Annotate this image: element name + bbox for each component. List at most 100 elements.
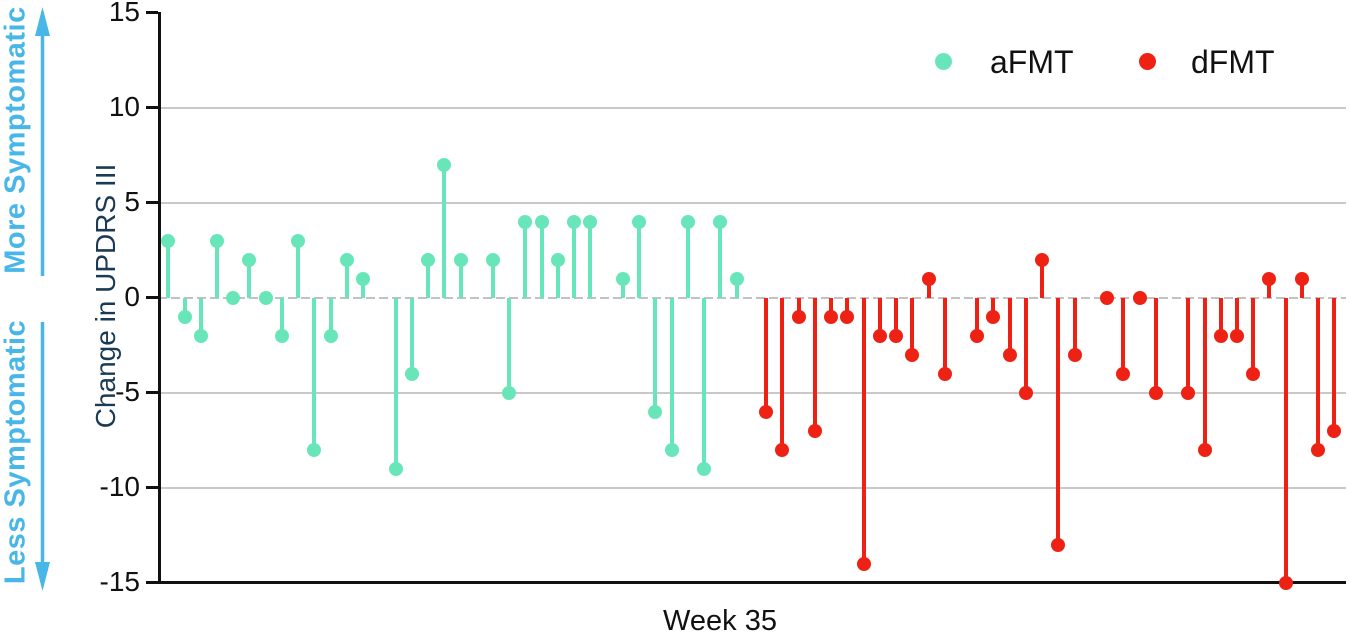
data-point-dFMT xyxy=(759,404,774,419)
stem-aFMT xyxy=(458,259,463,298)
stem-aFMT xyxy=(588,221,593,298)
data-point-aFMT xyxy=(453,252,468,267)
data-point-aFMT xyxy=(534,214,549,229)
data-point-aFMT xyxy=(226,290,241,305)
data-point-aFMT xyxy=(697,461,712,476)
stem-aFMT xyxy=(344,259,349,298)
data-point-dFMT xyxy=(1294,271,1309,286)
stem-aFMT xyxy=(198,297,203,336)
stem-aFMT xyxy=(491,259,495,298)
data-point-aFMT xyxy=(632,214,647,229)
dfmt-legend-marker-icon xyxy=(1139,53,1156,70)
data-point-dFMT xyxy=(1002,347,1017,362)
stem-dFMT xyxy=(829,297,834,317)
stem-aFMT xyxy=(572,221,577,298)
stem-dFMT xyxy=(845,297,850,317)
stem-dFMT xyxy=(1121,297,1126,374)
data-point-dFMT xyxy=(1100,290,1115,305)
stem-aFMT xyxy=(328,297,333,336)
stem-aFMT xyxy=(296,240,301,298)
stem-aFMT xyxy=(409,297,414,374)
data-point-dFMT xyxy=(1018,385,1033,400)
stem-dFMT xyxy=(1283,297,1288,583)
data-point-aFMT xyxy=(680,214,695,229)
stem-dFMT xyxy=(861,297,866,564)
dfmt-legend-label: dFMT xyxy=(1191,44,1275,80)
data-point-dFMT xyxy=(1246,366,1261,381)
data-point-dFMT xyxy=(1051,537,1066,552)
data-point-aFMT xyxy=(274,328,289,343)
data-point-dFMT xyxy=(1213,328,1228,343)
data-point-aFMT xyxy=(664,442,679,457)
stem-dFMT xyxy=(812,297,817,431)
y-tick--10 xyxy=(146,486,158,489)
stem-aFMT xyxy=(685,221,690,298)
stem-dFMT xyxy=(1235,297,1239,336)
y-tick-15 xyxy=(146,11,158,14)
stem-aFMT xyxy=(702,297,707,469)
stem-aFMT xyxy=(523,221,528,298)
y-tick-label--10: -10 xyxy=(99,470,140,502)
data-point-aFMT xyxy=(161,233,176,248)
stem-aFMT xyxy=(182,297,187,317)
stem-aFMT xyxy=(426,259,431,298)
data-point-aFMT xyxy=(486,252,500,267)
data-point-aFMT xyxy=(210,233,224,248)
stem-dFMT xyxy=(975,297,980,336)
data-point-aFMT xyxy=(729,271,744,286)
data-point-dFMT xyxy=(1327,423,1342,438)
data-point-dFMT xyxy=(937,366,952,381)
stem-dFMT xyxy=(1007,297,1012,355)
data-point-aFMT xyxy=(550,252,565,267)
stem-dFMT xyxy=(926,278,931,298)
stem-aFMT xyxy=(637,221,642,298)
data-point-dFMT xyxy=(970,328,985,343)
x-axis-label: Week 35 xyxy=(663,605,777,637)
y-tick-label--5: -5 xyxy=(115,375,140,407)
data-point-aFMT xyxy=(177,309,192,324)
stem-dFMT xyxy=(1299,278,1304,298)
stem-dFMT xyxy=(1040,259,1045,298)
data-point-dFMT xyxy=(856,556,871,571)
data-point-aFMT xyxy=(713,214,728,229)
data-point-aFMT xyxy=(258,290,273,305)
data-point-dFMT xyxy=(921,271,936,286)
data-point-dFMT xyxy=(905,347,920,362)
data-point-aFMT xyxy=(615,271,630,286)
stem-aFMT xyxy=(555,259,560,298)
data-point-aFMT xyxy=(567,214,582,229)
stem-aFMT xyxy=(442,164,447,298)
stem-aFMT xyxy=(669,297,674,450)
y-tick-label-10: 10 xyxy=(108,90,140,122)
data-point-aFMT xyxy=(518,214,533,229)
y-tick-5 xyxy=(146,201,158,204)
arrow-up-icon xyxy=(35,7,50,276)
stem-dFMT xyxy=(1316,297,1321,450)
stem-dFMT xyxy=(1218,297,1223,336)
data-point-dFMT xyxy=(872,328,887,343)
afmt-legend-label: aFMT xyxy=(990,44,1074,80)
data-point-dFMT xyxy=(889,328,904,343)
x-baseline-axis xyxy=(158,581,1346,584)
data-point-dFMT xyxy=(1148,385,1163,400)
data-point-dFMT xyxy=(1230,328,1244,343)
gridline--5 xyxy=(158,391,1346,394)
y-axis-spine xyxy=(158,11,161,584)
y-tick-10 xyxy=(146,106,158,109)
data-point-aFMT xyxy=(404,366,419,381)
stem-aFMT xyxy=(507,297,512,393)
data-point-dFMT xyxy=(1197,442,1212,457)
stem-dFMT xyxy=(1056,297,1061,545)
data-point-aFMT xyxy=(193,328,208,343)
stem-aFMT xyxy=(734,278,739,298)
stem-aFMT xyxy=(361,278,366,298)
stem-aFMT xyxy=(620,278,625,298)
data-point-dFMT xyxy=(1262,271,1277,286)
data-point-aFMT xyxy=(323,328,338,343)
stem-dFMT xyxy=(991,297,996,317)
stem-aFMT xyxy=(312,297,317,450)
data-point-dFMT xyxy=(775,442,790,457)
stem-aFMT xyxy=(393,297,398,469)
data-point-dFMT xyxy=(1116,366,1131,381)
